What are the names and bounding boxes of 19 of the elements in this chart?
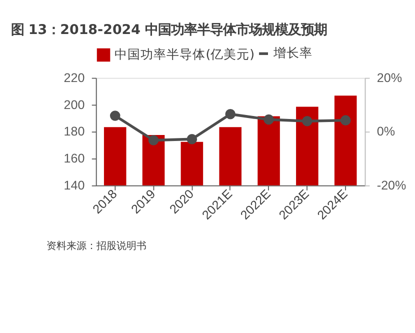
y-tick-label: 180 [64, 124, 85, 139]
legend-label: 中国功率半导体(亿美元) [114, 46, 255, 62]
y-tick-label: 220 [64, 70, 85, 85]
y2-tick-label: -20% [376, 178, 406, 192]
point [302, 116, 312, 126]
point [148, 135, 159, 146]
y2-tick-label: 20% [376, 70, 402, 85]
point [340, 115, 351, 126]
point [110, 110, 120, 121]
legend-label: 增长率 [272, 45, 312, 60]
y-tick-label: 160 [64, 152, 85, 166]
y-tick-label: 200 [64, 98, 85, 112]
point [186, 134, 198, 144]
text: 资料来源：招股说明书 [46, 240, 147, 252]
chart-title: 图 13：2018-2024 中国功率半导体市场规模及预期 [10, 22, 328, 38]
y2-tick-label: 0% [376, 124, 396, 139]
y-tick-label: 140 [64, 178, 85, 192]
point [225, 109, 236, 120]
point [264, 114, 274, 125]
